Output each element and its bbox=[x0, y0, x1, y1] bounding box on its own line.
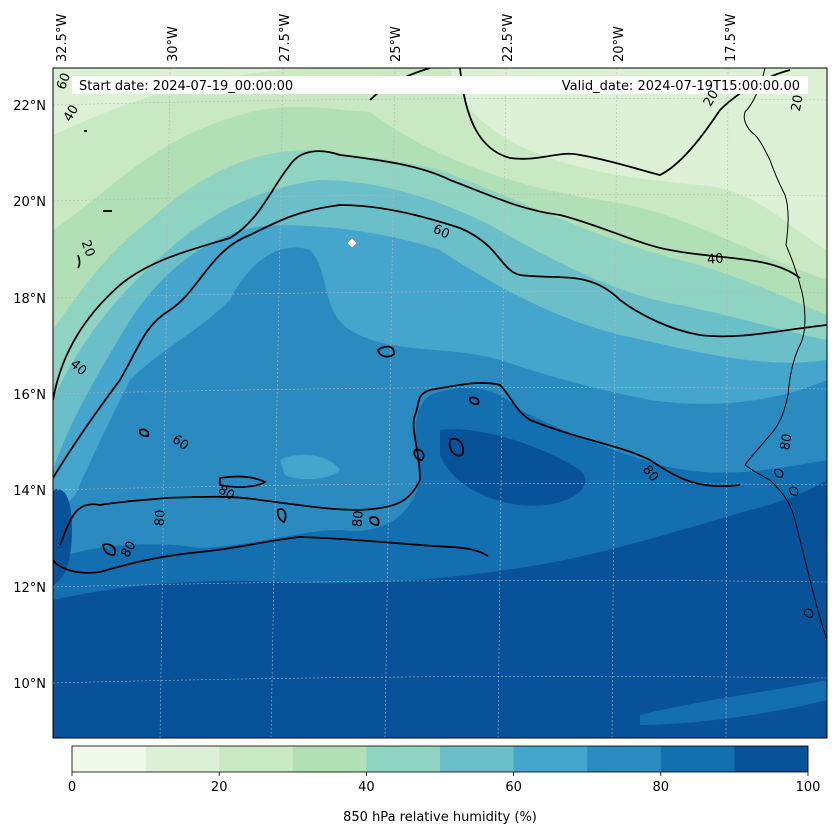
colorbar-segment bbox=[734, 746, 809, 772]
lat-label-12n: 12°N bbox=[13, 581, 46, 596]
colorbar-segment bbox=[440, 746, 514, 772]
colorbar-segment bbox=[292, 746, 367, 772]
contour-label: 40 bbox=[61, 103, 82, 125]
contour-label: 20 bbox=[78, 238, 98, 259]
cape-verde-island-1 bbox=[774, 469, 784, 478]
lat-label-22n: 22°N bbox=[13, 99, 46, 114]
contour-label: 80 bbox=[350, 510, 366, 528]
colorbar-ticks: 0 20 40 60 80 100 bbox=[68, 772, 821, 795]
lon-label-32-5w: 32.5°W bbox=[55, 14, 70, 62]
location-marker bbox=[346, 237, 358, 249]
contour-lines bbox=[53, 68, 827, 574]
contour-80-island-f bbox=[276, 508, 287, 524]
lat-label-16n: 16°N bbox=[13, 388, 46, 403]
colorbar-segment bbox=[587, 746, 662, 772]
colorbar-tick-label: 80 bbox=[653, 780, 670, 795]
colorbar-tick-label: 60 bbox=[505, 780, 522, 795]
band-80-90-south-streak bbox=[640, 680, 827, 725]
colorbar-frame bbox=[71, 745, 809, 773]
start-date-text: Start date: 2024-07-19_00:00:00 bbox=[79, 79, 293, 94]
contour-80-island-d bbox=[138, 428, 150, 438]
colorbar-segment bbox=[660, 746, 735, 772]
map-plot-area: Start date: 2024-07-19_00:00:00 Valid_da… bbox=[53, 68, 827, 738]
bijagos-islands bbox=[804, 608, 814, 618]
contour-80-line-south bbox=[53, 536, 489, 574]
longitude-axis: 32.5°W 30°W 27.5°W 25°W 22.5°W 20°W 17.5… bbox=[55, 14, 739, 62]
contour-80-island-i bbox=[468, 396, 480, 406]
colorbar: 0 20 40 60 80 100 850 hPa relative humidity (… bbox=[68, 745, 821, 825]
lon-label-25w: 25°W bbox=[389, 26, 404, 62]
contour-40-line-north bbox=[459, 68, 791, 176]
band-60-70-interior-patch bbox=[280, 454, 340, 480]
coastline bbox=[743, 68, 827, 641]
lon-label-17-5w: 17.5°W bbox=[724, 14, 739, 62]
colorbar-segment bbox=[513, 746, 588, 772]
band-90-100 bbox=[53, 480, 827, 738]
contour-80-island-g bbox=[368, 516, 380, 526]
latitude-axis: 22°N 20°N 18°N 16°N 14°N 12°N 10°N bbox=[13, 99, 46, 692]
info-box-background bbox=[72, 76, 808, 94]
lon-label-27-5w: 27.5°W bbox=[278, 14, 293, 62]
contour-80-island-b bbox=[448, 437, 464, 457]
contour-label: 80 bbox=[118, 539, 139, 561]
contour-80-island-h bbox=[102, 543, 116, 556]
colorbar-segment bbox=[72, 746, 146, 772]
colorbar-tick-label: 40 bbox=[358, 780, 375, 795]
colorbar-tick-label: 0 bbox=[68, 780, 76, 795]
valid-date-text: Valid_date: 2024-07-19T15:00:00.00 bbox=[562, 79, 800, 94]
contour-80-island-c bbox=[413, 448, 425, 461]
cape-verde-island-2 bbox=[789, 486, 799, 496]
contour-label: 20 bbox=[789, 94, 807, 113]
contour-20-west-fragment bbox=[77, 254, 81, 269]
contour-label: 40 bbox=[706, 251, 724, 267]
contour-40-line-main bbox=[53, 150, 801, 401]
band-90-100-central-patch bbox=[440, 429, 586, 506]
colorbar-label: 850 hPa relative humidity (%) bbox=[343, 810, 537, 825]
colorbar-segment bbox=[219, 746, 294, 772]
contour-label: 80 bbox=[778, 433, 796, 452]
colorbar-segment bbox=[145, 746, 220, 772]
contour-label: 80 bbox=[215, 482, 237, 503]
contour-label: 60 bbox=[54, 71, 74, 92]
coastline-west-africa bbox=[743, 68, 827, 641]
map-frame bbox=[52, 67, 828, 739]
contour-label: 20 bbox=[701, 88, 722, 110]
lat-label-20n: 20°N bbox=[13, 195, 46, 210]
lon-label-20w: 20°W bbox=[612, 26, 627, 62]
contour-80-island-e bbox=[219, 475, 267, 488]
contour-label: 60 bbox=[430, 222, 451, 243]
lat-label-10n: 10°N bbox=[13, 677, 46, 692]
colorbar-tick-label: 20 bbox=[211, 780, 228, 795]
contour-60-line bbox=[53, 204, 827, 479]
colorbar-tick-label: 100 bbox=[796, 780, 821, 795]
lat-label-18n: 18°N bbox=[13, 292, 46, 307]
lon-label-30w: 30°W bbox=[166, 26, 181, 62]
colorbar-segments bbox=[72, 746, 809, 772]
contour-80-island-a bbox=[376, 345, 395, 358]
contour-80-line-main bbox=[59, 382, 741, 546]
lon-label-22-5w: 22.5°W bbox=[501, 14, 516, 62]
contour-label: 80 bbox=[152, 509, 168, 527]
colorbar-segment bbox=[366, 746, 441, 772]
lat-label-14n: 14°N bbox=[13, 484, 46, 499]
